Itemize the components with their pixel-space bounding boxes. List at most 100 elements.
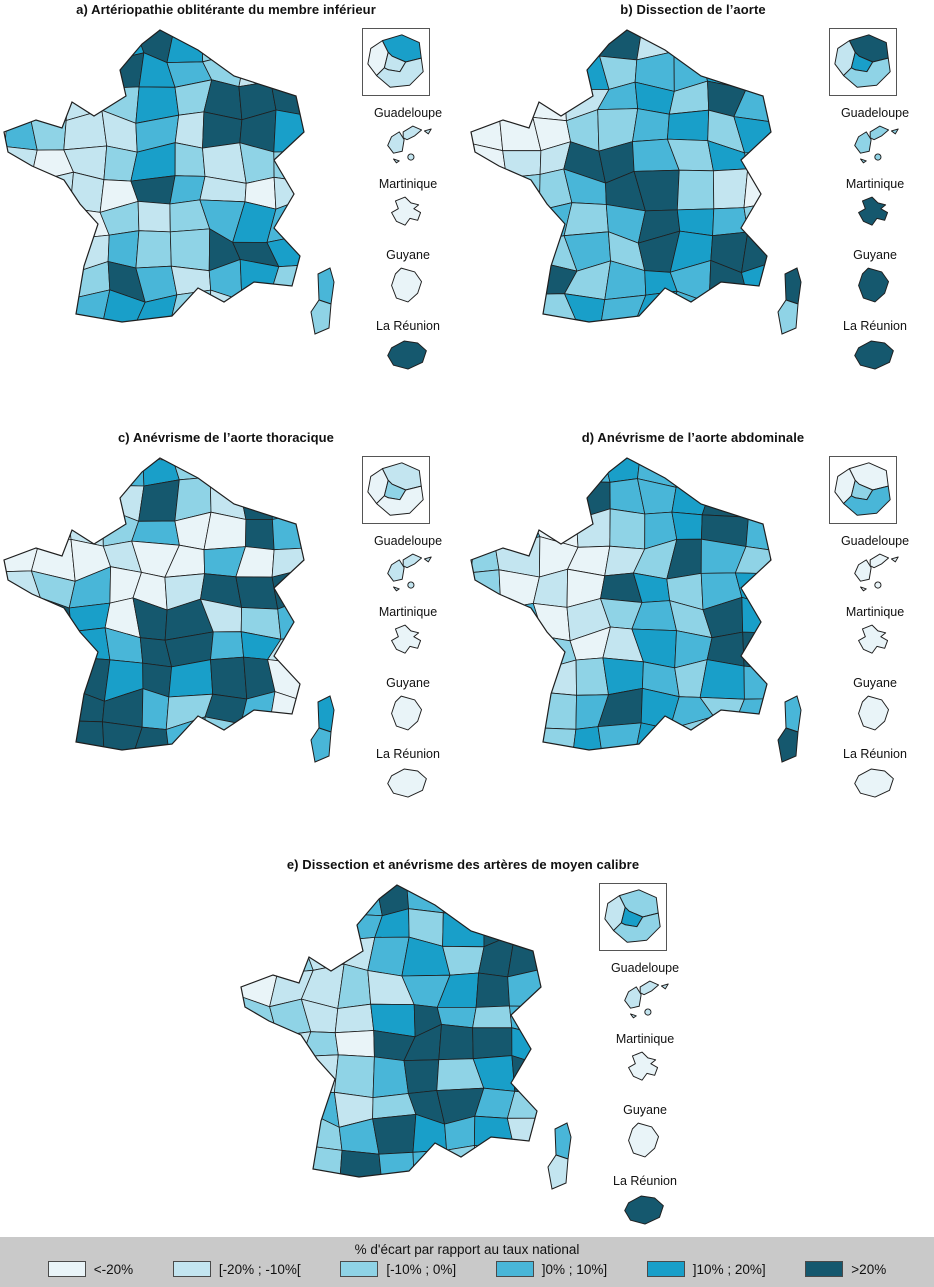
overseas-label: Guadeloupe — [840, 106, 910, 120]
guadeloupe-map — [387, 553, 432, 592]
overseas-item-guyane: Guyane — [589, 1103, 701, 1163]
overseas-label: Guadeloupe — [840, 534, 910, 548]
overseas-item-martinique: Martinique — [589, 1032, 701, 1092]
martinique-map — [391, 196, 422, 226]
overseas-label: Martinique — [378, 605, 438, 619]
legend-label: >20% — [851, 1261, 887, 1277]
overseas-item-reunion: La Réunion — [589, 1174, 701, 1234]
overseas-label: Guadeloupe — [373, 534, 443, 548]
guadeloupe-map — [624, 980, 669, 1019]
overseas-item-reunion: La Réunion — [819, 747, 931, 807]
overseas-label: Guyane — [386, 248, 430, 262]
overseas-column: Guadeloupe Martinique Guyane La Réunion — [352, 534, 464, 818]
reunion-map — [387, 340, 427, 370]
guyane-map — [628, 1122, 660, 1158]
france-choropleth-map — [3, 29, 335, 335]
guyane-map — [391, 267, 423, 303]
overseas-label: Guyane — [853, 676, 897, 690]
legend-item: >20% — [805, 1261, 886, 1277]
overseas-item-guyane: Guyane — [819, 676, 931, 736]
guyane-map — [391, 695, 423, 731]
idf-inset-box — [599, 883, 667, 951]
overseas-label: Martinique — [378, 177, 438, 191]
overseas-item-reunion: La Réunion — [352, 747, 464, 807]
legend-swatch — [646, 1261, 685, 1277]
overseas-item-martinique: Martinique — [352, 177, 464, 237]
idf-inset-box — [362, 456, 430, 524]
legend-swatch — [47, 1261, 86, 1277]
legend-swatch — [172, 1261, 211, 1277]
overseas-label: Martinique — [845, 177, 905, 191]
guyane-map — [858, 267, 890, 303]
idf-inset-map — [834, 34, 891, 88]
overseas-label: Guadeloupe — [610, 961, 680, 975]
overseas-label: Martinique — [845, 605, 905, 619]
overseas-label: Guyane — [853, 248, 897, 262]
idf-inset-box — [829, 456, 897, 524]
legend-swatch — [495, 1261, 534, 1277]
overseas-item-guadeloupe: Guadeloupe — [589, 961, 701, 1021]
martinique-map — [858, 196, 889, 226]
legend-label: <-20% — [93, 1261, 134, 1277]
overseas-label: Guyane — [386, 676, 430, 690]
guyane-map — [858, 695, 890, 731]
overseas-label: La Réunion — [376, 747, 440, 761]
guadeloupe-map — [854, 553, 899, 592]
reunion-map — [387, 768, 427, 798]
overseas-item-reunion: La Réunion — [819, 319, 931, 379]
legend-item: [-20% ; -10%[ — [172, 1261, 301, 1277]
reunion-map — [854, 768, 894, 798]
overseas-label: Martinique — [615, 1032, 675, 1046]
panel-title: b) Dissection de l’aorte — [620, 2, 766, 17]
legend-label: ]0% ; 10%] — [541, 1261, 608, 1277]
overseas-item-guadeloupe: Guadeloupe — [352, 534, 464, 594]
martinique-map — [858, 624, 889, 654]
legend-item: ]10% ; 20%] — [646, 1261, 766, 1277]
panel-aomi: a) Artériopathie oblitérante du membre i… — [0, 0, 467, 427]
france-choropleth-map — [3, 457, 335, 763]
overseas-item-reunion: La Réunion — [352, 319, 464, 379]
idf-inset-map — [367, 462, 424, 516]
france-choropleth-map — [470, 29, 802, 335]
overseas-label: La Réunion — [376, 319, 440, 333]
overseas-item-martinique: Martinique — [819, 177, 931, 237]
reunion-map — [854, 340, 894, 370]
martinique-map — [628, 1051, 659, 1081]
idf-inset-map — [834, 462, 891, 516]
legend-label: ]10% ; 20%] — [692, 1261, 766, 1277]
overseas-item-guyane: Guyane — [819, 248, 931, 308]
legend-swatch — [340, 1261, 379, 1277]
overseas-item-guadeloupe: Guadeloupe — [819, 534, 931, 594]
legend-item: ]0% ; 10%] — [495, 1261, 608, 1277]
legend-bar: % d'écart par rapport au taux national <… — [0, 1237, 934, 1287]
martinique-map — [391, 624, 422, 654]
overseas-label: Guyane — [623, 1103, 667, 1117]
panel-title: c) Anévrisme de l’aorte thoracique — [117, 430, 335, 445]
idf-inset-map — [604, 889, 661, 943]
idf-inset-box — [362, 28, 430, 96]
overseas-item-martinique: Martinique — [819, 605, 931, 665]
panel-dissection-aorte: b) Dissection de l’aorte Guadeloupe Mart… — [467, 0, 934, 427]
overseas-column: Guadeloupe Martinique Guyane La Réunion — [819, 534, 931, 818]
overseas-item-guyane: Guyane — [352, 248, 464, 308]
legend-label: [-20% ; -10%[ — [218, 1261, 301, 1277]
overseas-label: La Réunion — [843, 319, 907, 333]
panel-title: a) Artériopathie oblitérante du membre i… — [76, 2, 376, 17]
panel-title: d) Anévrisme de l’aorte abdominale — [581, 430, 805, 445]
idf-inset-map — [367, 34, 424, 88]
overseas-column: Guadeloupe Martinique Guyane La Réunion — [819, 106, 931, 390]
overseas-label: La Réunion — [843, 747, 907, 761]
legend-swatch — [805, 1261, 844, 1277]
reunion-map — [624, 1195, 664, 1225]
overseas-item-martinique: Martinique — [352, 605, 464, 665]
panel-anevrisme-thoracique: c) Anévrisme de l’aorte thoracique Guade… — [0, 428, 467, 855]
idf-inset-box — [829, 28, 897, 96]
panel-anevrisme-abdominale: d) Anévrisme de l’aorte abdominale Guade… — [467, 428, 934, 855]
legend-item: [-10% ; 0%] — [340, 1261, 456, 1277]
legend-item: <-20% — [47, 1261, 134, 1277]
panel-arteres-moyen-calibre: e) Dissection et anévrisme des artères d… — [237, 855, 704, 1282]
overseas-item-guyane: Guyane — [352, 676, 464, 736]
legend-items: <-20% [-20% ; -10%[ [-10% ; 0%] ]0% ; 10… — [0, 1261, 934, 1277]
guadeloupe-map — [387, 125, 432, 164]
